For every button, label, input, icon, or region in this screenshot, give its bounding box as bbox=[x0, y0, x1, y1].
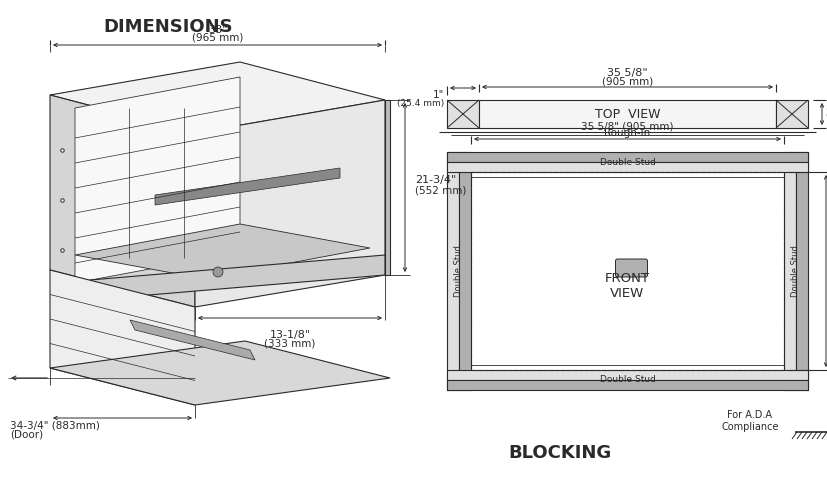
Text: DIMENSIONS: DIMENSIONS bbox=[103, 18, 232, 36]
Text: BLOCKING: BLOCKING bbox=[508, 444, 611, 462]
Bar bbox=[447, 152, 458, 390]
Text: 35 5/8": 35 5/8" bbox=[606, 68, 647, 78]
Text: 38": 38" bbox=[208, 25, 227, 35]
Polygon shape bbox=[75, 224, 370, 279]
Polygon shape bbox=[130, 320, 255, 360]
Text: Double Stud: Double Stud bbox=[599, 158, 655, 167]
Bar bbox=[458, 152, 471, 390]
FancyBboxPatch shape bbox=[614, 259, 647, 277]
Polygon shape bbox=[90, 255, 385, 300]
Bar bbox=[775, 100, 807, 128]
Polygon shape bbox=[385, 100, 390, 275]
Bar bbox=[795, 152, 807, 390]
Bar bbox=[447, 162, 807, 172]
Polygon shape bbox=[75, 77, 240, 283]
Text: (Door): (Door) bbox=[10, 430, 43, 440]
Text: TOP  VIEW: TOP VIEW bbox=[594, 107, 659, 121]
Circle shape bbox=[213, 267, 222, 277]
Bar bbox=[479, 100, 775, 128]
Text: (25.4 mm): (25.4 mm) bbox=[396, 99, 443, 107]
Text: Double Stud: Double Stud bbox=[599, 376, 655, 385]
Text: (333 mm): (333 mm) bbox=[264, 338, 315, 348]
Bar bbox=[447, 100, 479, 128]
Text: (98.4 mm): (98.4 mm) bbox=[825, 111, 827, 120]
Bar bbox=[447, 380, 807, 390]
Polygon shape bbox=[50, 95, 195, 307]
Text: (965 mm): (965 mm) bbox=[192, 32, 243, 42]
Text: Double Stud: Double Stud bbox=[791, 245, 800, 297]
Text: Rough-in: Rough-in bbox=[604, 128, 650, 138]
Bar bbox=[783, 152, 795, 390]
Polygon shape bbox=[50, 341, 390, 405]
Text: 21-3/4": 21-3/4" bbox=[414, 175, 456, 185]
Text: 1": 1" bbox=[432, 90, 443, 100]
Text: (905 mm): (905 mm) bbox=[601, 76, 653, 86]
Text: 3 7/8": 3 7/8" bbox=[825, 102, 827, 112]
Bar bbox=[447, 370, 807, 380]
Polygon shape bbox=[155, 168, 340, 205]
Polygon shape bbox=[50, 270, 195, 405]
Text: 34-3/4" (883mm): 34-3/4" (883mm) bbox=[10, 420, 100, 430]
Text: 13-1/8": 13-1/8" bbox=[269, 330, 310, 340]
Bar bbox=[471, 172, 783, 370]
Bar bbox=[447, 152, 807, 162]
Text: Double Stud: Double Stud bbox=[454, 245, 463, 297]
Text: FRONT
VIEW: FRONT VIEW bbox=[605, 272, 649, 300]
Text: For A.D.A
Compliance: For A.D.A Compliance bbox=[720, 410, 778, 432]
Polygon shape bbox=[195, 100, 385, 307]
Polygon shape bbox=[50, 62, 385, 133]
Text: (552 mm): (552 mm) bbox=[414, 185, 466, 195]
Text: 35 5/8" (905 mm): 35 5/8" (905 mm) bbox=[581, 121, 673, 131]
